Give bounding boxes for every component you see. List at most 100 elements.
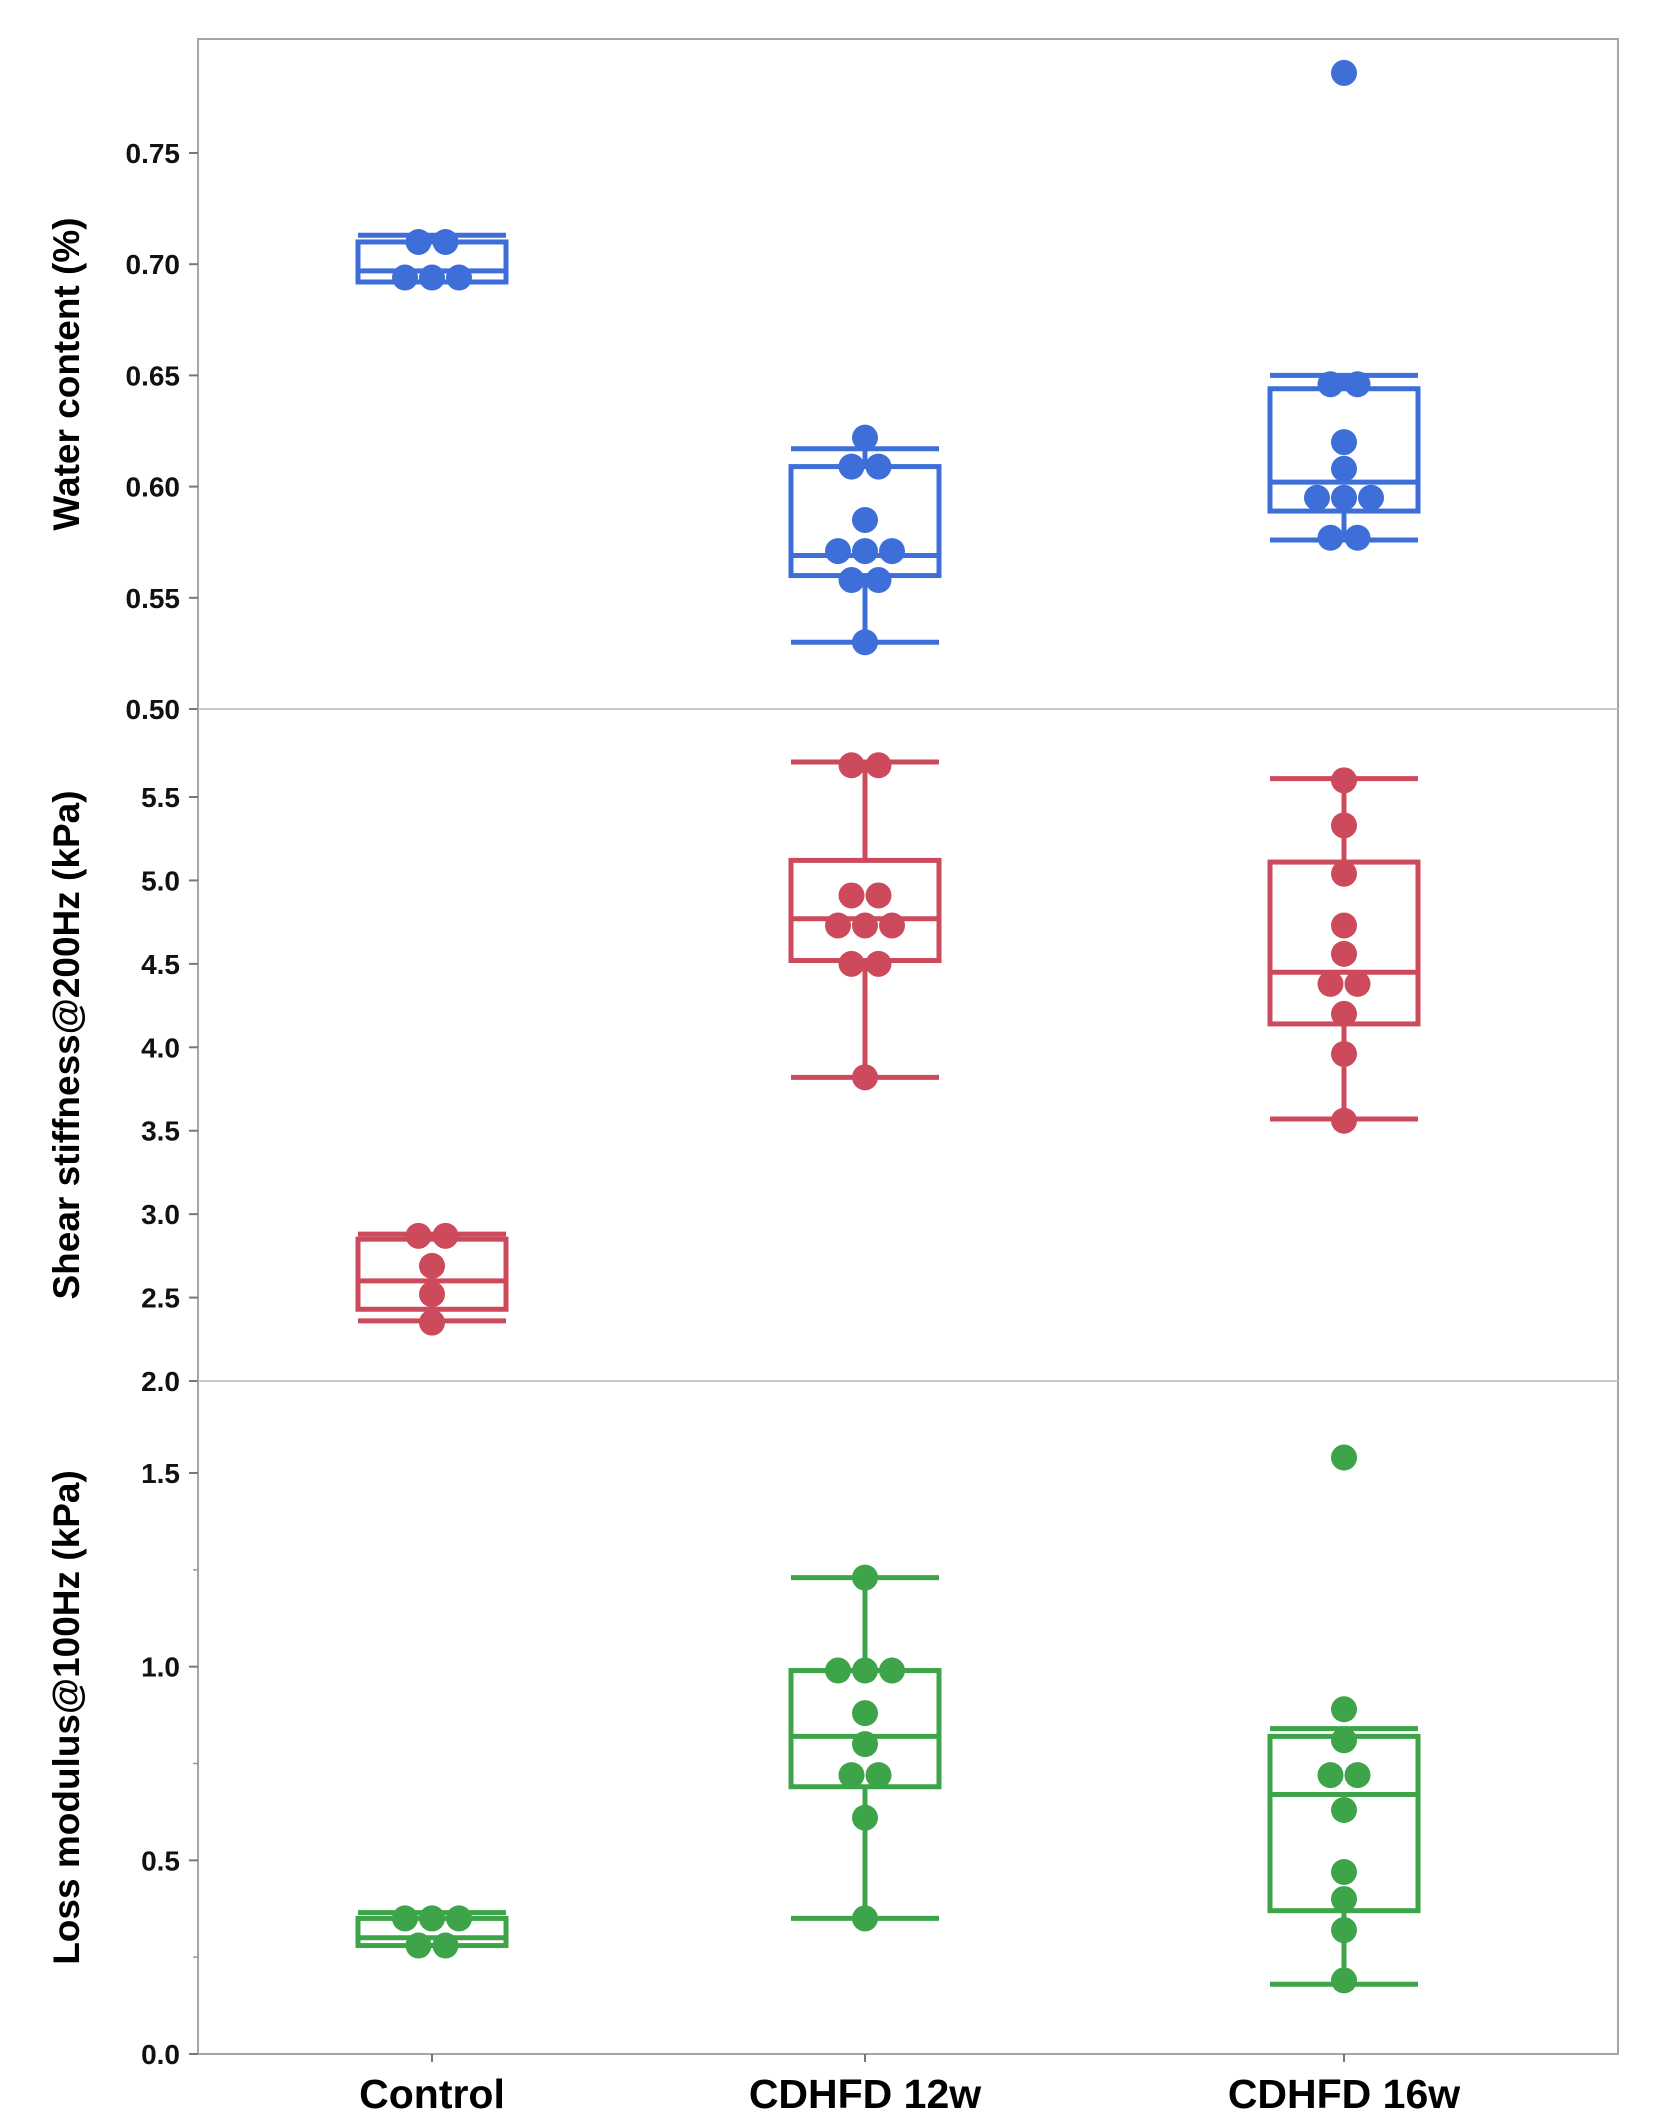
x-tick-label-control: Control [359, 2071, 505, 2117]
data-point [1331, 912, 1357, 939]
panel-2: 2.0 2.5 3.0 3.5 4.0 4.5 5.0 5.5 Shear stiffness@… [46, 708, 1618, 1397]
data-point [865, 453, 892, 480]
data-point [1331, 59, 1357, 86]
y-tick-label: 5.0 [141, 865, 180, 896]
y-tick-label: 3.0 [141, 1199, 180, 1230]
data-point [838, 453, 865, 480]
data-point [1331, 940, 1357, 967]
data-point [852, 1700, 878, 1727]
data-point [852, 1064, 878, 1091]
y-tick-label: 2.5 [141, 1283, 180, 1314]
data-point [1344, 371, 1371, 398]
data-point [852, 912, 878, 939]
data-point [1331, 1886, 1357, 1913]
data-point [879, 538, 905, 565]
y-tick-label: 0.65 [126, 360, 181, 391]
data-point [1331, 1967, 1357, 1994]
y-tick-label: 0.60 [126, 472, 181, 503]
box-group-cdhfd-12w [788, 752, 942, 1091]
data-point [1331, 812, 1357, 839]
data-point [852, 424, 878, 451]
data-point [392, 264, 418, 291]
y-tick-label: 4.0 [141, 1032, 180, 1063]
y-tick-label: 0.0 [141, 2039, 180, 2070]
data-point [1331, 1727, 1357, 1754]
data-point [879, 912, 905, 939]
box-group-cdhfd-16w [1267, 1444, 1421, 1994]
y-tick-label: 0.70 [126, 249, 181, 280]
data-point [838, 950, 865, 977]
y-tick-label: 1.5 [141, 1458, 180, 1489]
data-point [852, 538, 878, 565]
data-point [852, 1657, 878, 1684]
data-point [419, 264, 445, 291]
panel-1: 0.50 0.55 0.60 0.65 0.70 0.75 Water content (%… [46, 59, 1421, 725]
data-point [419, 1281, 445, 1308]
data-point [405, 1932, 432, 1959]
data-point [852, 1905, 878, 1932]
data-point [419, 1905, 445, 1932]
data-point [852, 1564, 878, 1591]
data-point [865, 752, 892, 779]
panel-3: 0.0 0.5 1.0 1.5 Loss modulus@100Hz (kPa) [46, 1380, 1618, 2070]
data-point [852, 1731, 878, 1758]
y-tick-label: 0.55 [126, 583, 181, 614]
data-point [852, 629, 878, 656]
data-point [865, 950, 892, 977]
data-point [405, 228, 432, 255]
data-point [1331, 1444, 1357, 1471]
data-point [1331, 767, 1357, 794]
data-point [838, 567, 865, 594]
data-point [1331, 455, 1357, 482]
data-point [1331, 429, 1357, 456]
data-point [1317, 1762, 1344, 1789]
data-point [1344, 970, 1371, 997]
data-point [1331, 1696, 1357, 1723]
data-point [405, 1222, 432, 1249]
data-point [419, 1309, 445, 1336]
data-point [1317, 524, 1344, 551]
box-group-cdhfd-12w [788, 424, 942, 656]
y-tick-label: 1.0 [141, 1652, 180, 1683]
box-group-control [355, 228, 509, 291]
x-tick-label-cdhfd-12w: CDHFD 12w [749, 2071, 981, 2117]
box-iqr [788, 1668, 942, 1790]
data-point [852, 506, 878, 533]
data-point [1344, 524, 1371, 551]
data-point [852, 1804, 878, 1831]
data-point [838, 1762, 865, 1789]
box-group-cdhfd-16w [1267, 59, 1421, 551]
data-point [825, 538, 851, 565]
data-point [1331, 484, 1357, 511]
data-point [1331, 860, 1357, 887]
data-point [838, 752, 865, 779]
box-group-control [355, 1905, 509, 1959]
data-point [825, 912, 851, 939]
data-point [432, 1932, 459, 1959]
data-point [1317, 371, 1344, 398]
data-point [879, 1657, 905, 1684]
data-point [1331, 1040, 1357, 1067]
data-point [432, 228, 459, 255]
data-point [1304, 484, 1330, 511]
y-axis-label: Loss modulus@100Hz (kPa) [46, 1470, 87, 1965]
data-point [865, 1762, 892, 1789]
y-tick-label: 2.0 [141, 1366, 180, 1397]
y-tick-label: 5.5 [141, 782, 180, 813]
data-point [446, 1905, 472, 1932]
data-point [1331, 1000, 1357, 1027]
data-point [432, 1222, 459, 1249]
data-point [419, 1252, 445, 1279]
data-point [838, 882, 865, 909]
y-tick-label: 4.5 [141, 949, 180, 980]
box-group-cdhfd-16w [1267, 767, 1421, 1134]
data-point [392, 1905, 418, 1932]
y-axis-label: Water content (%) [46, 217, 87, 530]
data-point [1331, 1917, 1357, 1944]
data-point [1331, 1107, 1357, 1134]
data-point [1331, 1858, 1357, 1885]
box-group-cdhfd-12w [788, 1564, 942, 1932]
data-point [1331, 1796, 1357, 1823]
box-iqr [788, 857, 942, 964]
data-point [1344, 1762, 1371, 1789]
